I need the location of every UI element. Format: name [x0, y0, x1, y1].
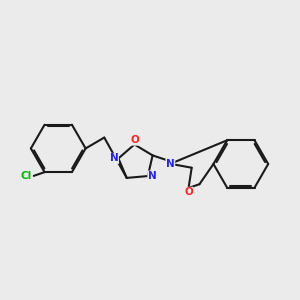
Text: N: N: [110, 153, 118, 164]
Text: O: O: [130, 135, 139, 145]
Text: N: N: [166, 159, 175, 169]
Text: O: O: [184, 187, 193, 197]
Text: N: N: [148, 171, 157, 181]
Text: Cl: Cl: [21, 171, 32, 181]
